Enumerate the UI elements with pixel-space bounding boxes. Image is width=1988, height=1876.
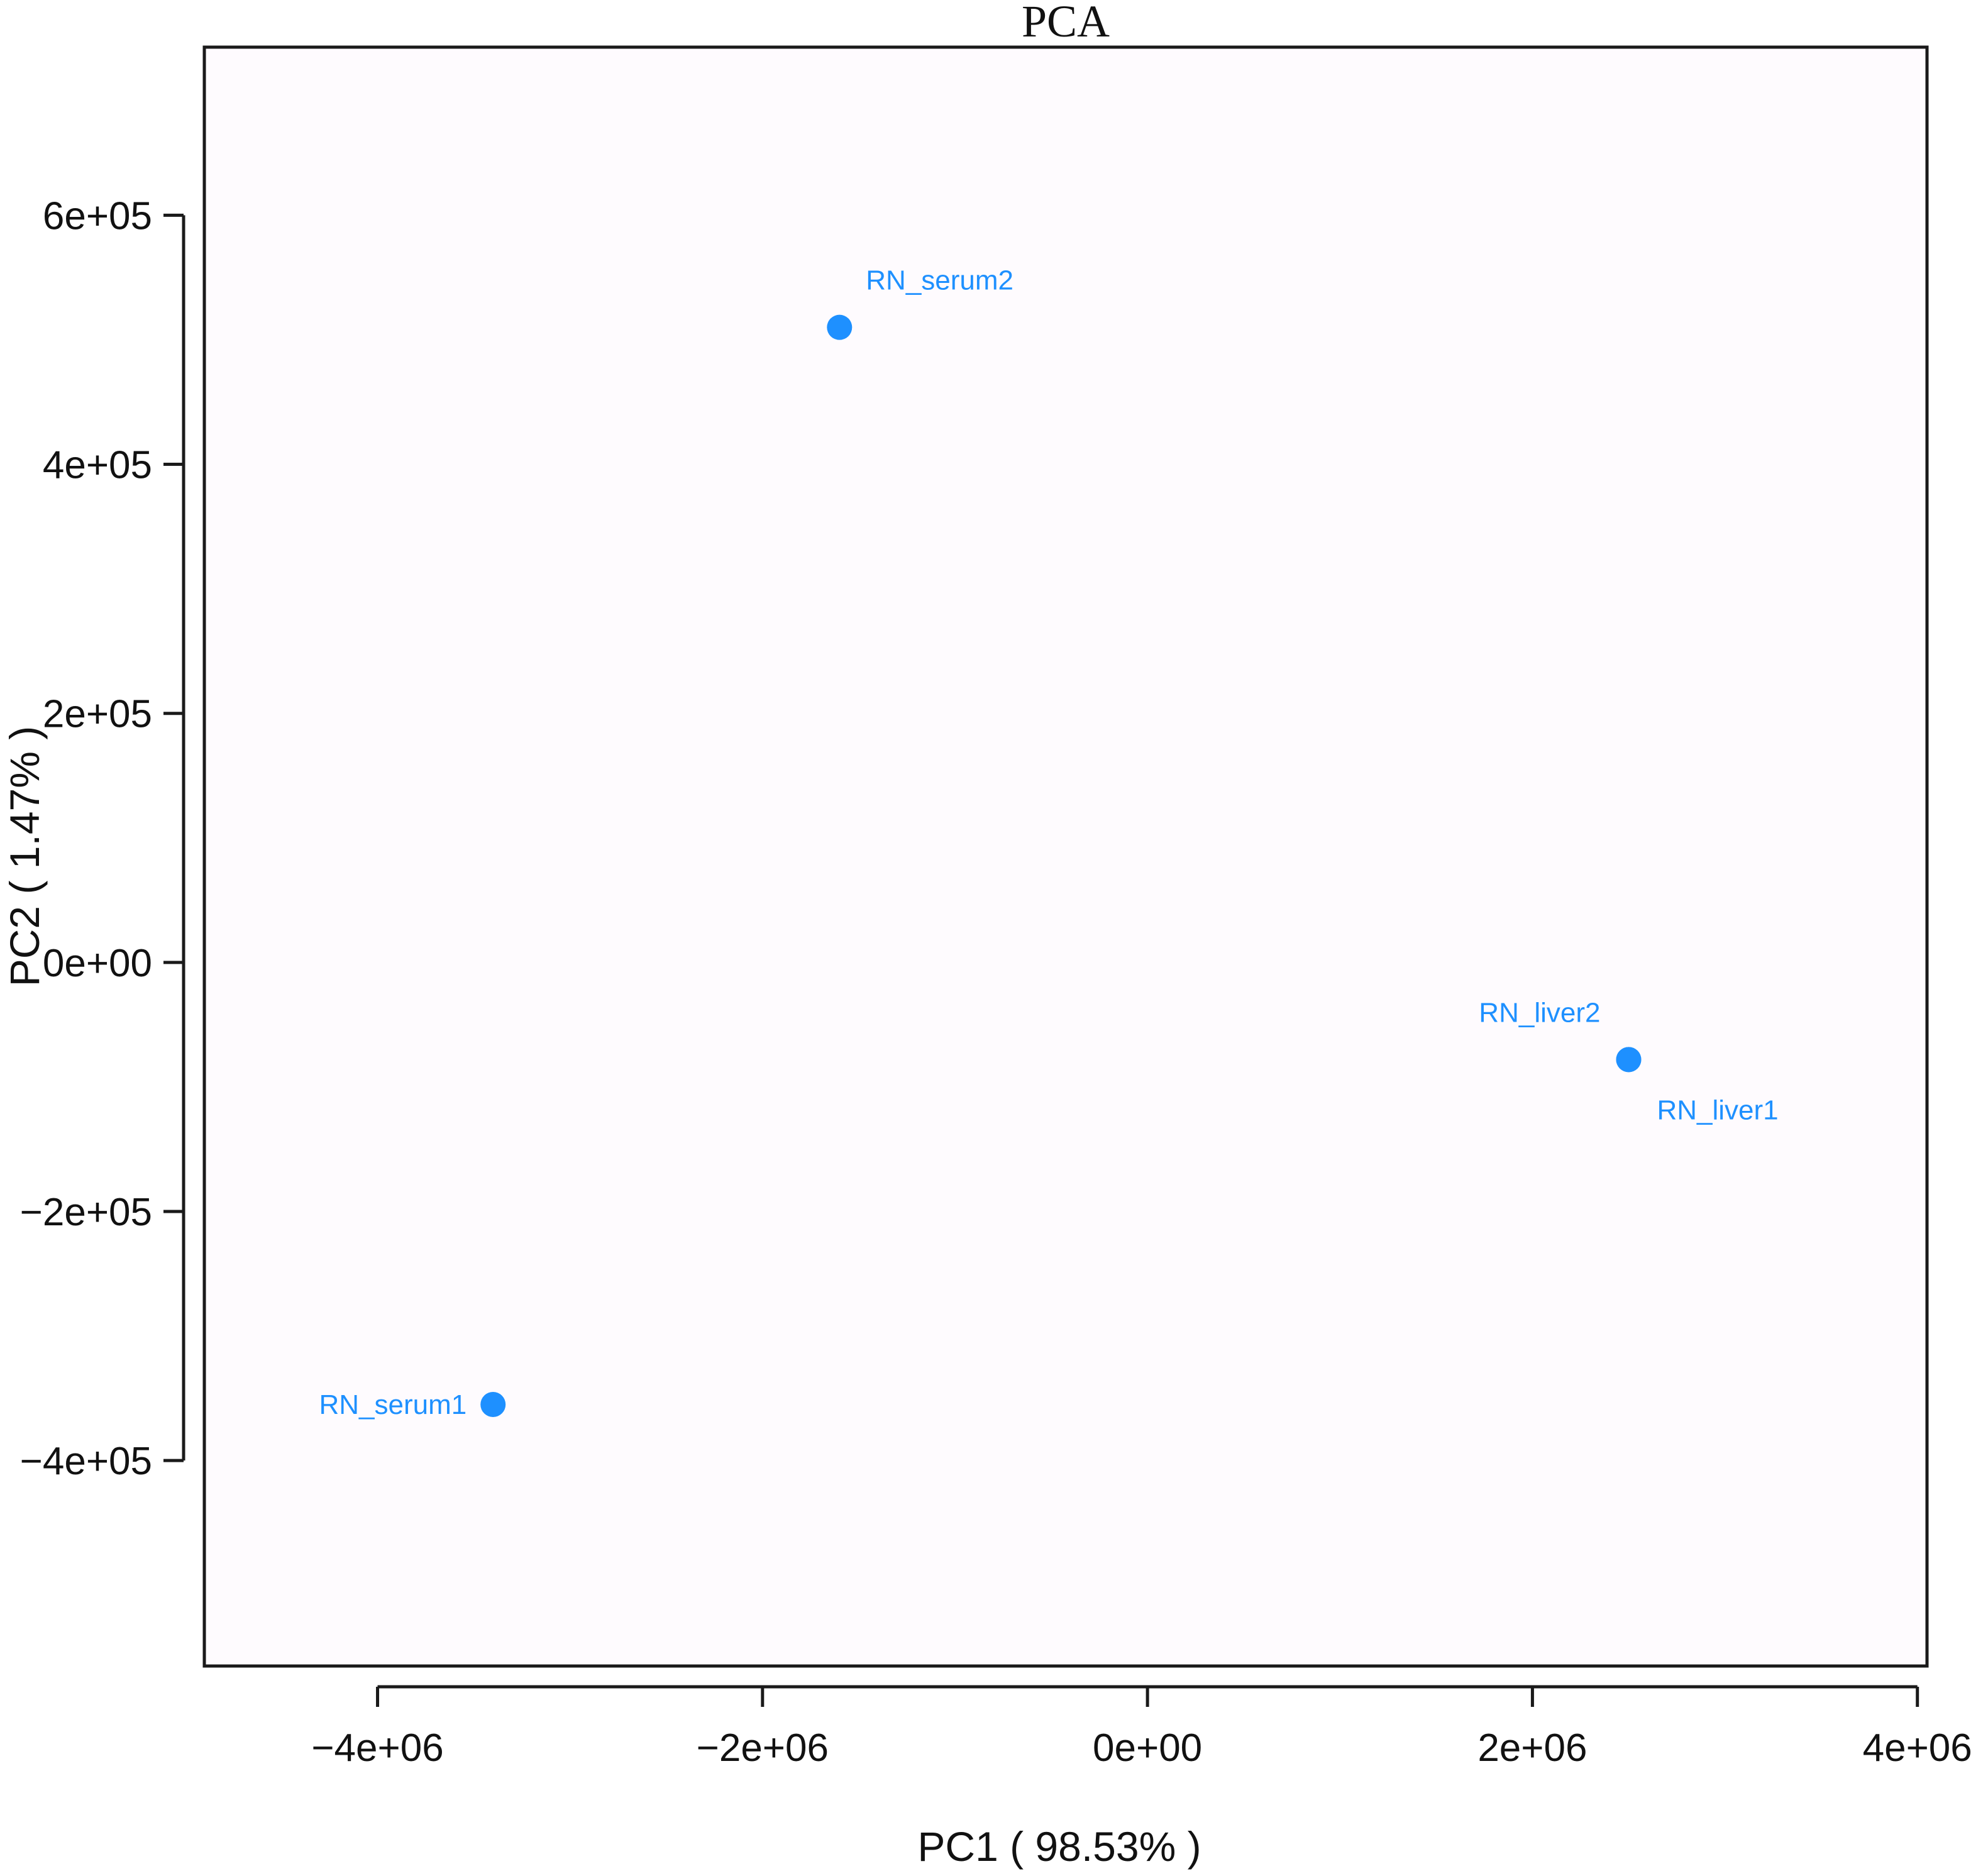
data-point-labels: RN_serum2 RN_liver2 RN_liver1 RN_serum1	[319, 265, 1778, 1420]
plot-frame	[202, 45, 1929, 1668]
data-point	[480, 1392, 506, 1418]
y-tick-label: −2e+05	[20, 1191, 152, 1234]
y-tick-label: −4e+05	[20, 1440, 152, 1483]
data-points	[480, 314, 1642, 1418]
data-point-label: RN_liver2	[1479, 997, 1600, 1028]
data-point-label: RN_serum1	[319, 1389, 467, 1420]
plot-background	[204, 47, 1927, 1666]
y-axis: −4e+05 −2e+05 0e+00 2e+05 4e+05 6e+05	[20, 194, 185, 1483]
y-axis-title: PC2 ( 1.47% )	[1, 726, 48, 987]
y-tick-label: 4e+05	[43, 444, 152, 487]
x-tick-label: −4e+06	[311, 1726, 443, 1770]
x-axis: −4e+06 −2e+06 0e+00 2e+06 4e+06	[311, 1685, 1972, 1770]
data-point	[827, 314, 853, 340]
y-tick-label: 6e+05	[43, 194, 152, 238]
data-point-label: RN_serum2	[866, 265, 1013, 296]
chart-title: PCA	[1022, 0, 1110, 47]
x-tick-label: 2e+06	[1477, 1726, 1587, 1770]
x-tick-label: 4e+06	[1863, 1726, 1972, 1770]
data-point	[1616, 1047, 1642, 1073]
x-tick-label: −2e+06	[697, 1726, 829, 1770]
x-axis-title: PC1 ( 98.53% )	[917, 1823, 1201, 1870]
x-tick-label: 0e+00	[1093, 1726, 1202, 1770]
data-point-label: RN_liver1	[1657, 1095, 1778, 1125]
y-tick-label: 2e+05	[43, 693, 152, 736]
y-tick-label: 0e+00	[43, 942, 152, 985]
